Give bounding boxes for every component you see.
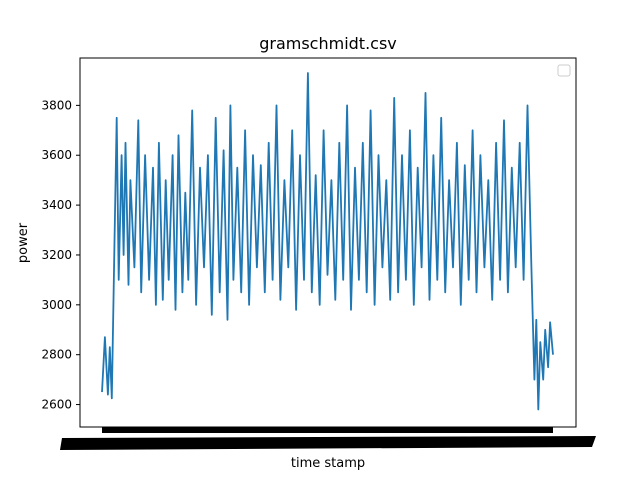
x-axis-label: time stamp	[291, 456, 365, 471]
chart-title: gramschmidt.csv	[259, 34, 397, 53]
y-tick-label: 3600	[41, 148, 72, 162]
legend-box	[557, 64, 571, 77]
x-tick-marks-band	[102, 427, 553, 433]
y-tick-label: 2600	[41, 398, 72, 412]
y-axis: 2600 2800 3000 3200 3400 3600 3800	[41, 98, 80, 412]
y-tick-label: 3200	[41, 248, 72, 262]
y-tick-label: 3800	[41, 98, 72, 112]
y-tick-label: 3000	[41, 298, 72, 312]
x-axis-ticks	[60, 427, 596, 450]
power-series-line	[101, 72, 554, 411]
y-tick-label: 3400	[41, 198, 72, 212]
y-axis-label: power	[16, 222, 31, 263]
x-tick-labels-overlapping	[60, 436, 596, 450]
y-tick-label: 2800	[41, 348, 72, 362]
